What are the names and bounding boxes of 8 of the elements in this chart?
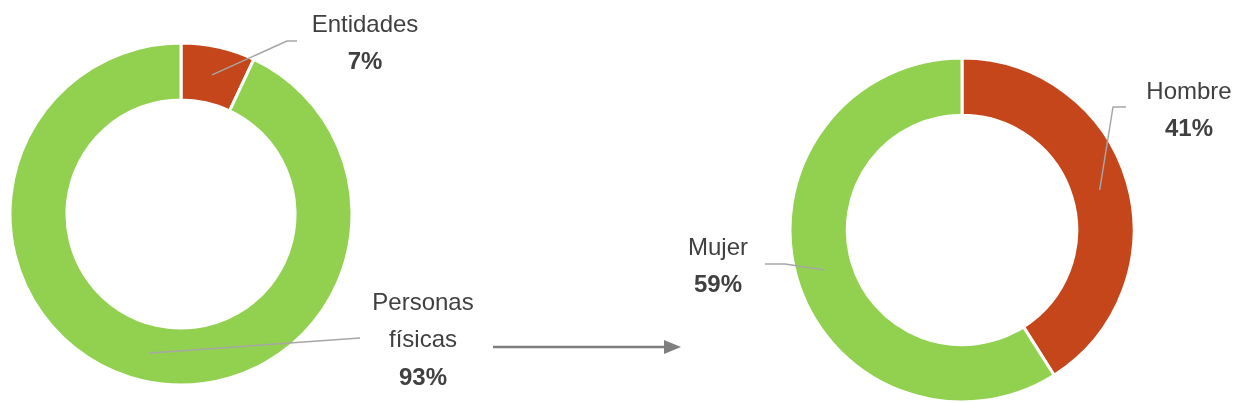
slice-label: Hombre: [1146, 76, 1232, 104]
data-label: 59%: [693, 270, 743, 298]
slice-label: Personas físicas: [372, 287, 474, 353]
slice-label: Entidades: [311, 9, 419, 37]
data-label: 41%: [1164, 114, 1214, 142]
slice-label: Mujer: [687, 232, 749, 260]
data-label: 93%: [398, 362, 448, 390]
data-label: 7%: [347, 47, 383, 75]
